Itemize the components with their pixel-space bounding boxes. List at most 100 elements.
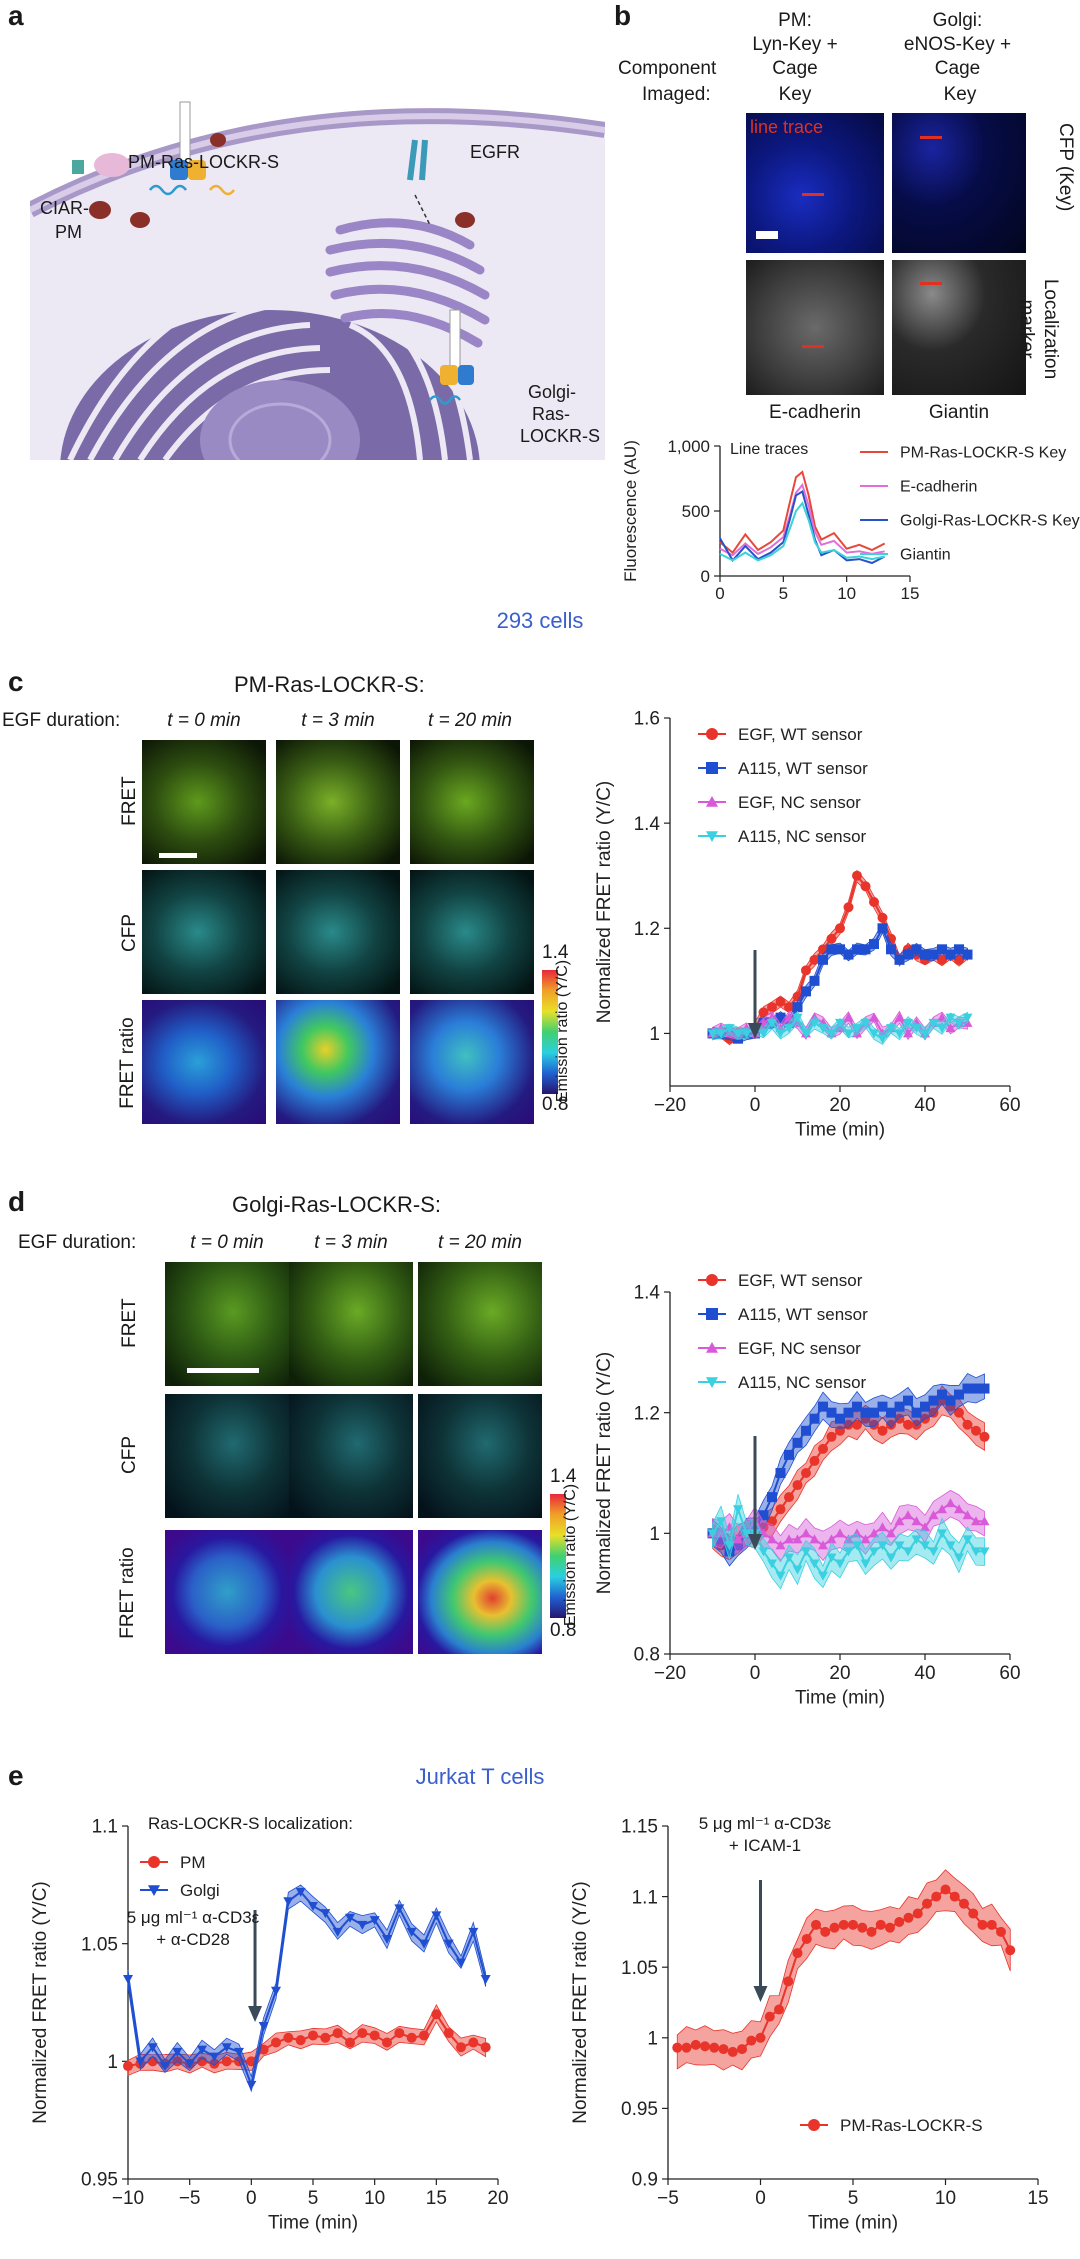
c_chart-point (775, 996, 786, 1007)
b_line-legend-label: Golgi-Ras-LOCKR-S Key (900, 513, 1080, 530)
c_chart-point (818, 944, 828, 955)
e_left-point (234, 2047, 244, 2057)
e_right-point (996, 1926, 1006, 1937)
d_chart-band-3 (712, 1494, 985, 1590)
e_right-point (681, 2042, 692, 2053)
b-ecadherin-image (746, 260, 884, 395)
c_chart-xtick-label: −20 (654, 1095, 686, 1116)
b-line-chart-title: Line traces (730, 441, 808, 458)
e_right-point (875, 1919, 886, 1930)
e_left-point (369, 1916, 380, 1926)
e_left-point (147, 2043, 158, 2053)
c_chart-ytick-label: 1 (649, 1024, 660, 1045)
e_left-point (295, 2035, 306, 2046)
d_chart-point (979, 1383, 990, 1394)
panel-label-a: a (8, 0, 24, 31)
c_chart-point (920, 949, 930, 960)
e_left-point (406, 2032, 417, 2043)
e_right-point (894, 1917, 905, 1928)
d_chart-point (707, 1529, 718, 1539)
d_chart-point (945, 1541, 956, 1551)
c-fret-t3 (276, 740, 400, 864)
e_left-ytick-label: 1.1 (92, 1817, 118, 1838)
d_chart-legend-marker (706, 1274, 718, 1286)
e_left-point (468, 2037, 479, 2048)
c_chart-point (928, 949, 939, 960)
b_line-ytick-label: 1,000 (667, 437, 710, 456)
panel-label-d: d (8, 1186, 26, 1217)
d_chart-point (826, 1553, 837, 1563)
b-loc-marker-1: Localization (1040, 278, 1061, 380)
c_chart-point (733, 1029, 743, 1039)
e_left-point (468, 1927, 479, 1937)
e_left-point (197, 2045, 207, 2055)
d_chart-point (971, 1425, 981, 1436)
b-ecadherin-label: E-cadherin (769, 402, 861, 423)
d_chart-point (733, 1540, 743, 1551)
d_chart-point (911, 1535, 922, 1545)
e_right-point (829, 1922, 840, 1933)
d_chart-point (954, 1553, 964, 1563)
e_left-point (135, 2057, 146, 2067)
c_chart-point (911, 944, 922, 955)
c_chart-point (954, 944, 964, 955)
e_right-point (755, 2032, 766, 2043)
b_line-series-line-3 (719, 501, 885, 562)
c_chart-point (767, 1018, 777, 1028)
c_chart-point (945, 949, 956, 960)
d_chart-point (928, 1407, 939, 1418)
d_chart-point (928, 1547, 939, 1557)
e_left-legend-label: Golgi (180, 1881, 220, 1900)
b-col2-line1: Golgi: (932, 10, 983, 31)
d_chart-point (945, 1498, 956, 1508)
d_chart-point (775, 1504, 786, 1515)
c_chart-point (784, 1024, 794, 1034)
d_chart-point (818, 1443, 828, 1454)
e_left-point (382, 2037, 392, 2048)
d_chart-point (852, 1419, 862, 1430)
b_line-xtick-label: 15 (901, 584, 920, 603)
e_right-point (727, 2046, 738, 2057)
d_chart-point (809, 1413, 820, 1424)
d_chart-point (792, 1534, 803, 1544)
c_chart-point (826, 933, 837, 944)
b-key-2: Key (943, 84, 977, 105)
e_right-xtick-label: 15 (1027, 2188, 1048, 2209)
d-fret-t20 (418, 1262, 542, 1386)
e_right-point (959, 1898, 969, 1909)
d_chart-point (852, 1401, 862, 1412)
c_chart-point (835, 944, 845, 955)
e_left-point (406, 1927, 417, 1937)
e_left-legend-marker (148, 1885, 160, 1896)
d_chart-point (784, 1553, 794, 1563)
c_chart-point (962, 949, 973, 960)
b-golgi-trace-mark (920, 136, 942, 139)
c_chart-point (826, 1029, 837, 1039)
d_chart-point (741, 1529, 752, 1539)
c_chart-xtick-label: 0 (750, 1095, 761, 1116)
c-cbar-label: Emission ratio (Y/C) (554, 959, 571, 1103)
e_right-point (949, 1891, 960, 1902)
b_line-ytick-label: 500 (682, 502, 710, 521)
d_chart-point (835, 1413, 845, 1424)
label-ciar-pm: PM (55, 222, 82, 242)
c-cfp-t3 (276, 870, 400, 994)
d-row-fret-ratio: FRET ratio (117, 1547, 138, 1639)
d_chart-point (877, 1425, 888, 1436)
c_chart-ylabel: Normalized FRET ratio (Y/C) (594, 781, 615, 1023)
b_line-series-line-1 (719, 482, 885, 557)
d_chart-point (835, 1528, 845, 1538)
d_chart-point (809, 1559, 820, 1569)
d-scale-bar (187, 1368, 259, 1373)
panel-label-e: e (8, 1760, 24, 1791)
c-cbar-min: 0.8 (542, 1094, 569, 1115)
d_chart-point (852, 1528, 862, 1538)
c_chart-ytick-label: 1.4 (634, 814, 661, 835)
c_chart-point (707, 1029, 718, 1039)
c_chart-point (818, 954, 828, 965)
panel-label-c: c (8, 666, 24, 697)
d_chart-point (733, 1534, 743, 1544)
c_chart-legend-label: A115, WT sensor (738, 759, 868, 778)
c_chart-point (724, 1024, 735, 1034)
d-cbar-min: 0.8 (550, 1620, 577, 1641)
